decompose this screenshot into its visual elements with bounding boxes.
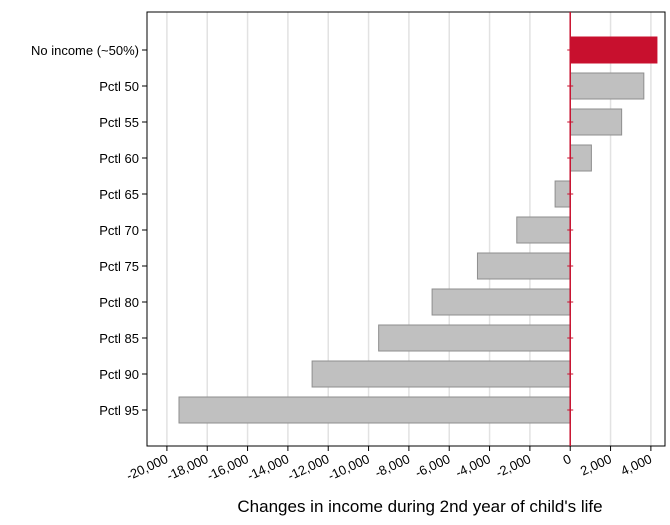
bar: [569, 72, 645, 100]
y-tick-label: Pctl 75: [99, 259, 139, 274]
x-tick-label: -2,000: [493, 451, 533, 480]
y-tick-label: No income (~50%): [31, 43, 139, 58]
zero-line-group: [567, 12, 574, 446]
x-tick-label: -12,000: [285, 451, 331, 483]
y-tick-label: Pctl 85: [99, 331, 139, 346]
y-tick-label: Pctl 55: [99, 115, 139, 130]
x-tick-label: -14,000: [245, 451, 291, 483]
x-tick-label: 0: [561, 451, 574, 468]
y-tick-label: Pctl 80: [99, 295, 139, 310]
x-tick-label: -6,000: [413, 451, 453, 480]
x-tick-label: -16,000: [205, 451, 251, 483]
bar: [516, 216, 571, 244]
bar: [569, 108, 623, 136]
x-tick-label: -18,000: [164, 451, 210, 483]
y-tick-label: Pctl 60: [99, 151, 139, 166]
bar: [378, 324, 571, 352]
bar: [431, 288, 571, 316]
x-axis-title: Changes in income during 2nd year of chi…: [237, 497, 602, 516]
bar: [311, 360, 571, 388]
x-tick-label: -8,000: [372, 451, 412, 480]
x-tick-label: 2,000: [578, 451, 614, 478]
y-tick-label: Pctl 90: [99, 367, 139, 382]
plot-frame: [146, 11, 666, 447]
y-tick-label: Pctl 70: [99, 223, 139, 238]
x-tick-label: -4,000: [453, 451, 493, 480]
bars: [178, 36, 658, 424]
x-tick-label: 4,000: [618, 451, 654, 478]
x-tick-labels: -20,000-18,000-16,000-14,000-12,000-10,0…: [124, 446, 654, 483]
bar: [476, 252, 571, 280]
y-tick-label: Pctl 50: [99, 79, 139, 94]
y-tick-label: Pctl 65: [99, 187, 139, 202]
y-tick-label: Pctl 95: [99, 403, 139, 418]
bar: [178, 396, 571, 424]
bar: [569, 36, 658, 64]
x-tick-label: -10,000: [326, 451, 372, 483]
y-tick-labels: No income (~50%) Pctl 50 Pctl 55 Pctl 60 Pct…: [31, 43, 147, 418]
x-tick-label: -20,000: [124, 451, 170, 483]
bar: [569, 144, 592, 172]
